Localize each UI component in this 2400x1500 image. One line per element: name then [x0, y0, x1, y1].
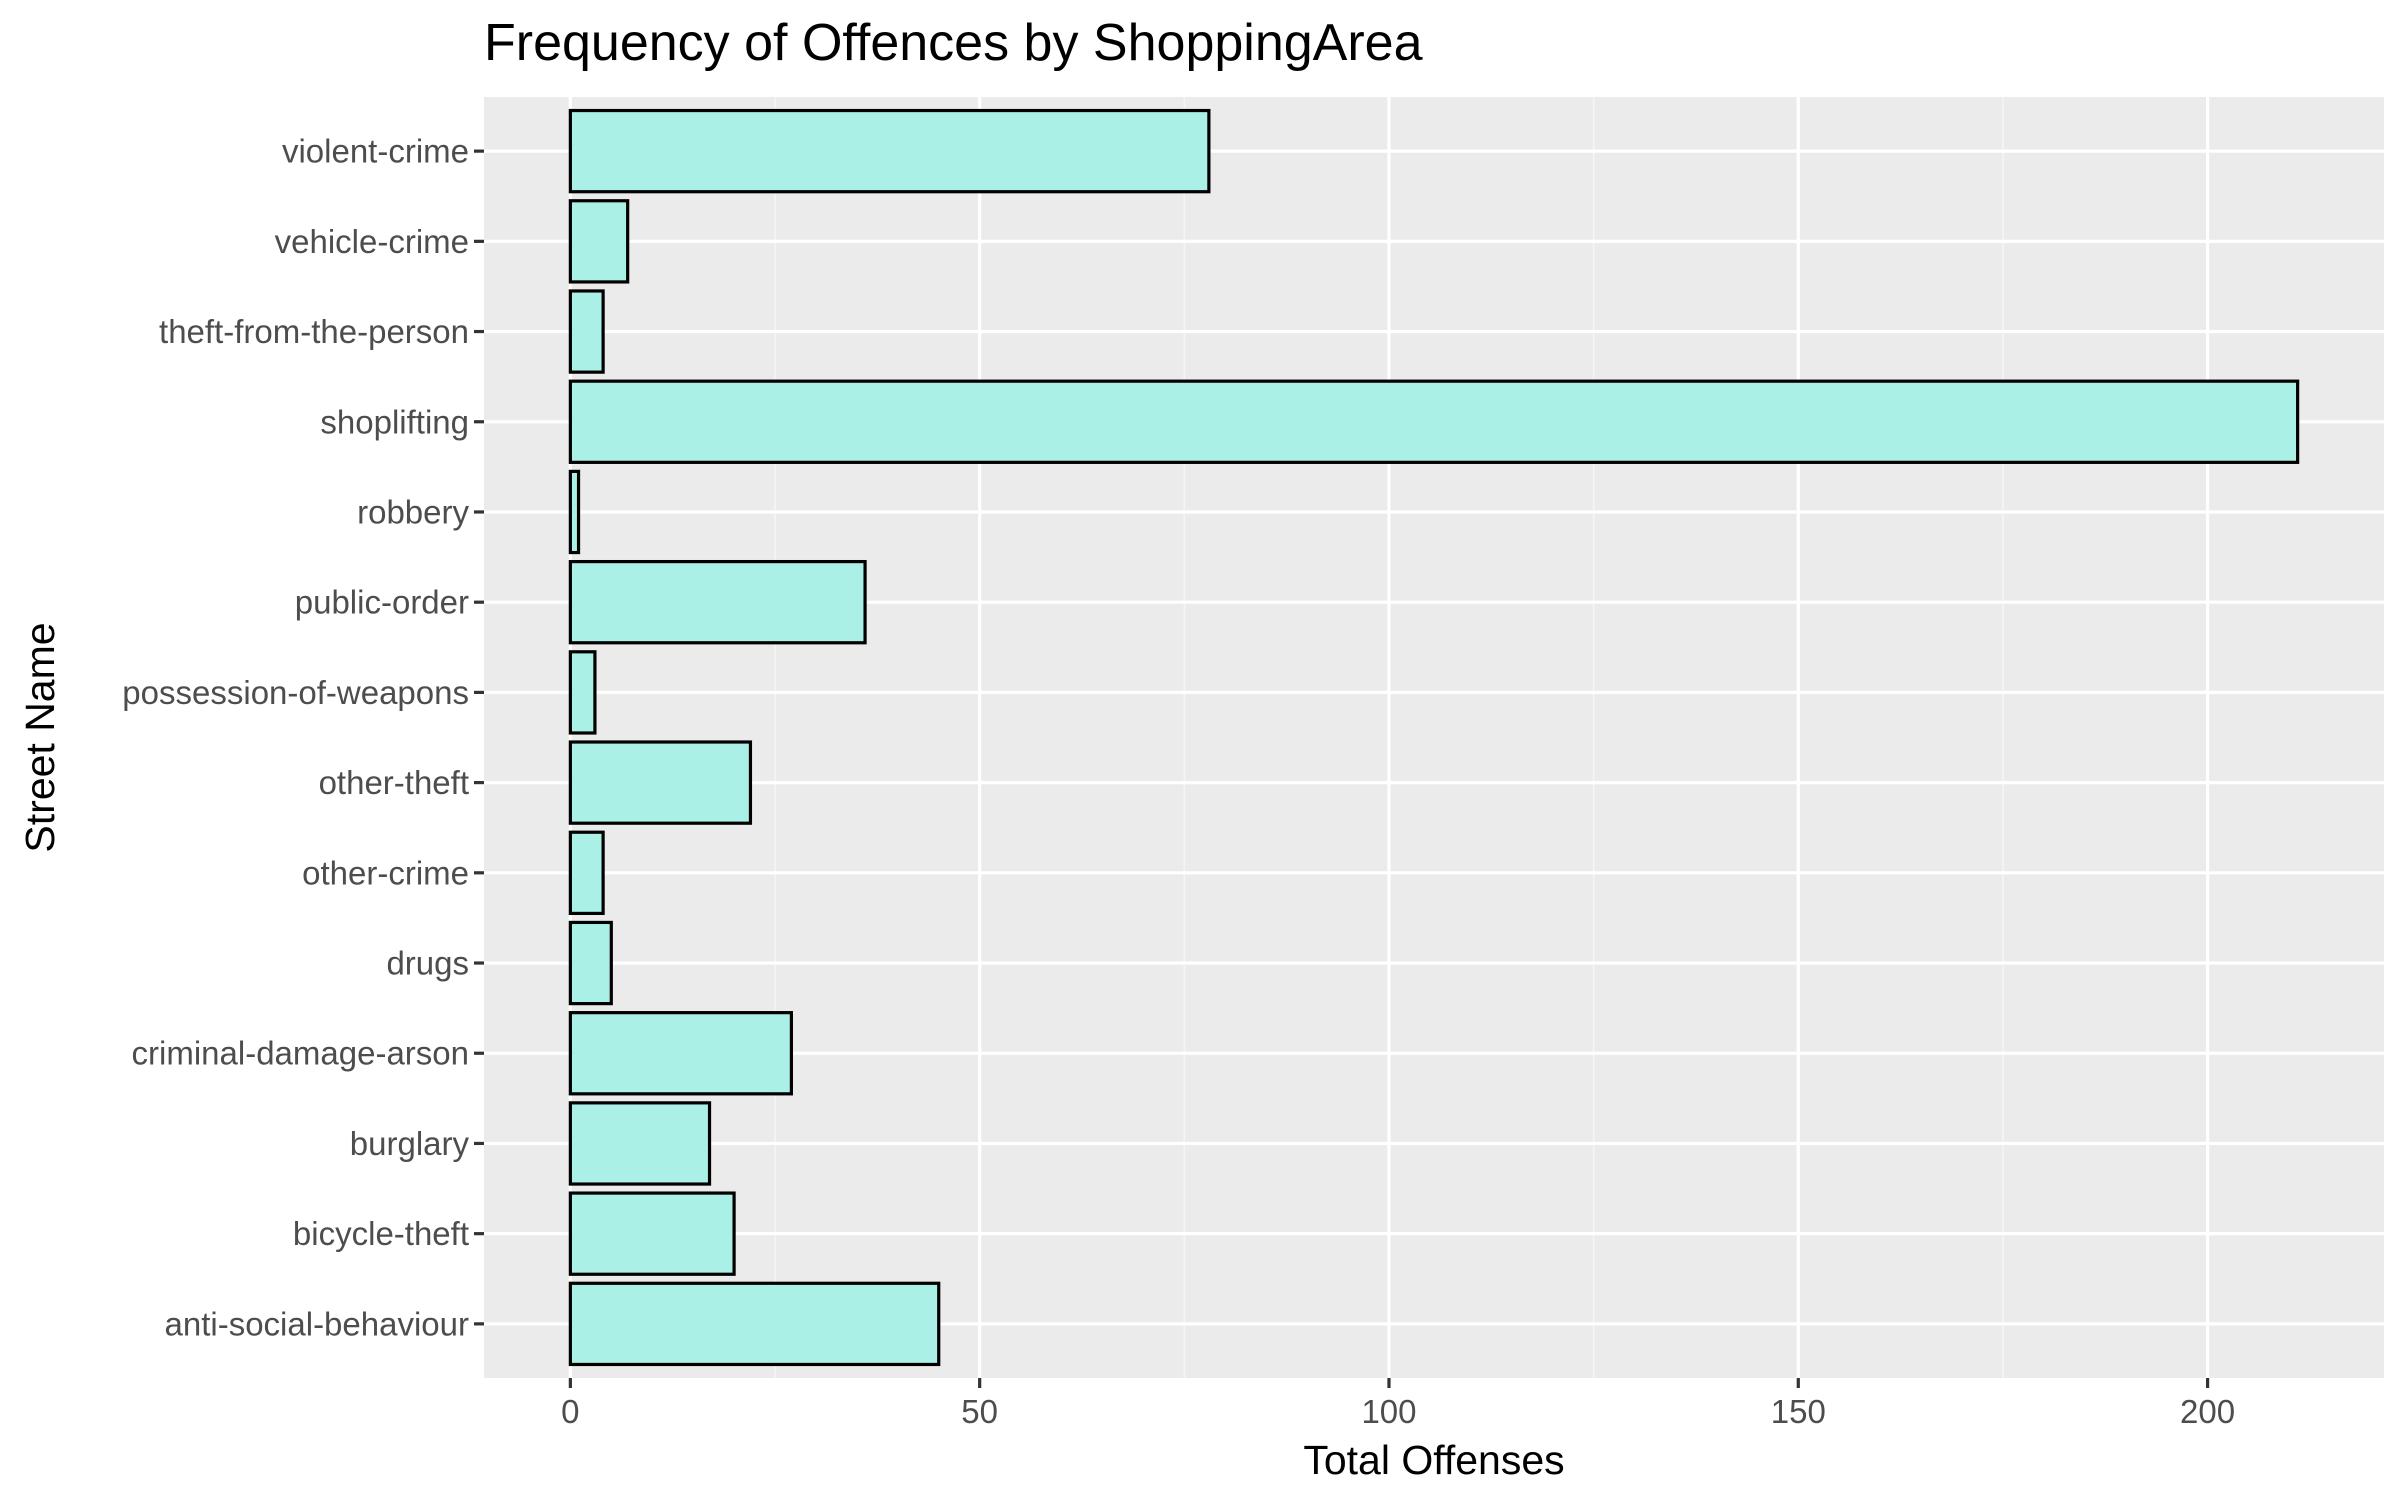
bar-robbery	[568, 469, 581, 555]
y-tick-label: shoplifting	[320, 403, 469, 440]
y-tick-label: other-crime	[302, 854, 469, 891]
y-tick-label: criminal-damage-arson	[132, 1035, 469, 1072]
bar-bicycle-theft	[568, 1191, 736, 1276]
y-tick-label: public-order	[295, 584, 469, 621]
bar-criminal-damage-arson	[568, 1011, 793, 1096]
chart-title: Frequency of Offences by ShoppingArea	[484, 14, 1423, 72]
y-tick-label: anti-social-behaviour	[165, 1305, 470, 1342]
x-axis: 0 50 100 150 200	[561, 1378, 2235, 1430]
bar-drugs	[568, 920, 613, 1006]
x-tick-label: 100	[1361, 1393, 1416, 1430]
bar-violent-crime	[568, 108, 1211, 194]
bar-shoplifting	[568, 379, 2300, 464]
bar-burglary	[568, 1101, 712, 1186]
x-tick-label: 50	[961, 1393, 998, 1430]
x-tick-label: 200	[2180, 1393, 2235, 1430]
x-tick-label: 150	[1771, 1393, 1826, 1430]
bar-possession-of-weapons	[568, 650, 597, 735]
y-axis: anti-social-behaviour bicycle-theft burgla…	[122, 133, 484, 1342]
minor-gridlines	[774, 97, 2004, 1378]
bar-anti-social-behaviour	[568, 1281, 941, 1367]
bars	[568, 108, 2300, 1367]
bar-other-theft	[568, 740, 753, 825]
plot-panel	[484, 97, 2384, 1378]
bar-theft-from-the-person	[568, 289, 605, 374]
y-tick-label: violent-crime	[282, 133, 469, 170]
y-tick-label: possession-of-weapons	[122, 674, 469, 711]
y-tick-label: robbery	[357, 493, 469, 530]
y-tick-label: vehicle-crime	[275, 223, 469, 260]
y-tick-label: bicycle-theft	[293, 1215, 469, 1252]
x-tick-label: 0	[561, 1393, 579, 1430]
y-tick-label: burglary	[350, 1125, 470, 1162]
bar-vehicle-crime	[568, 199, 630, 284]
y-tick-label: theft-from-the-person	[159, 313, 469, 350]
bar-public-order	[568, 559, 867, 645]
y-tick-label: other-theft	[319, 764, 469, 801]
y-axis-title: Street Name	[17, 622, 63, 852]
bar-other-crime	[568, 830, 605, 916]
x-axis-title: Total Offenses	[1303, 1437, 1564, 1483]
y-tick-label: drugs	[386, 945, 469, 982]
